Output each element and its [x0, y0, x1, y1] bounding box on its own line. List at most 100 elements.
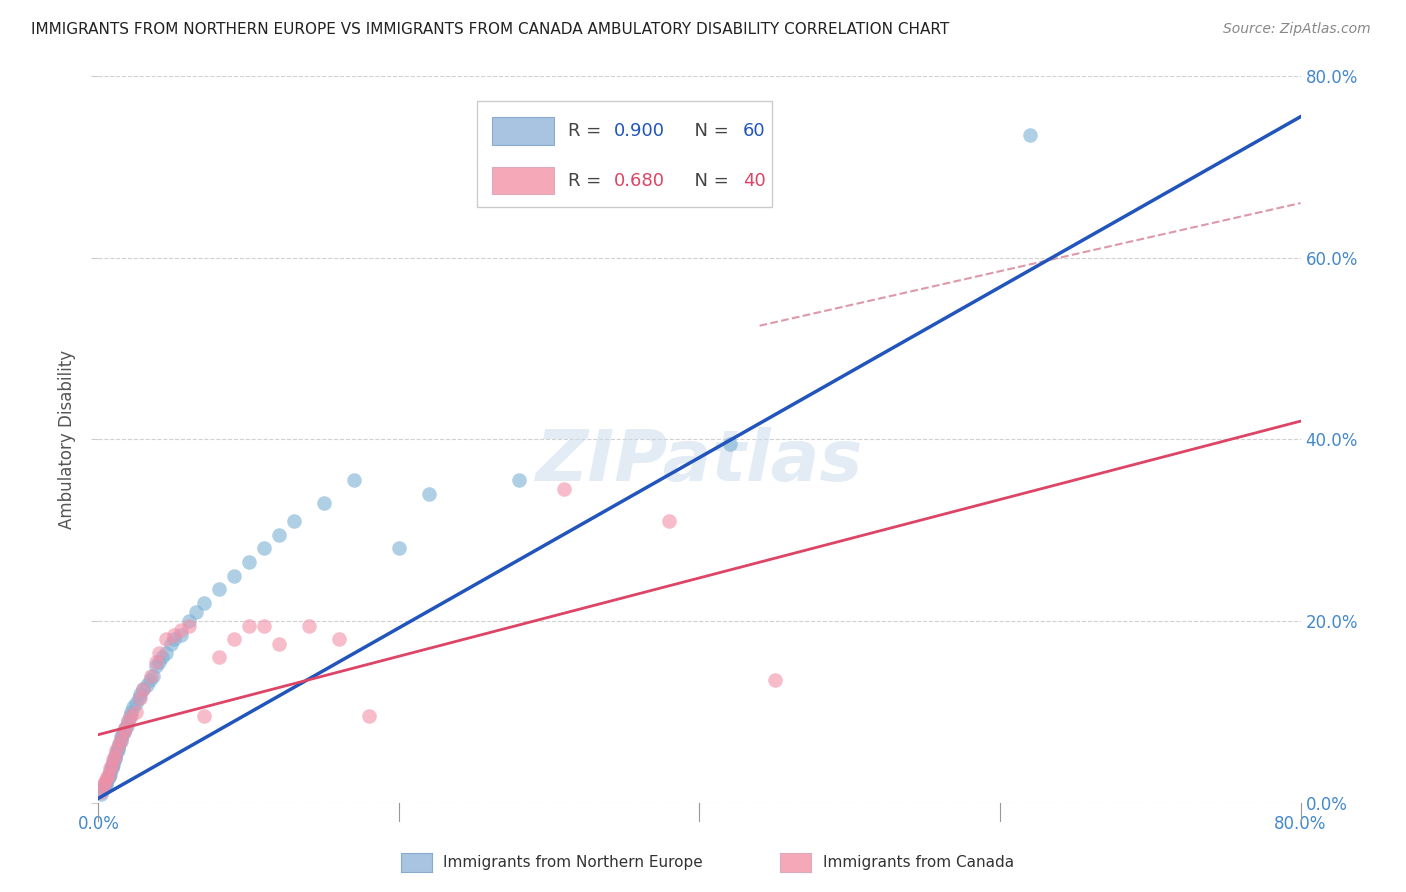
Point — [91, 780, 114, 794]
Point — [122, 700, 145, 714]
Point — [103, 752, 125, 766]
Point — [110, 734, 132, 748]
Point — [104, 748, 127, 763]
Point — [110, 732, 132, 747]
Point — [129, 691, 152, 706]
Point — [193, 709, 215, 723]
Point — [1019, 128, 1042, 142]
Text: 60: 60 — [742, 122, 765, 140]
Point — [125, 705, 148, 719]
Point — [298, 618, 321, 632]
Text: R =: R = — [568, 122, 607, 140]
Point — [105, 743, 128, 757]
Point — [115, 718, 138, 732]
Point — [93, 780, 115, 794]
Text: 0.680: 0.680 — [614, 171, 665, 189]
Point — [108, 737, 131, 751]
Point — [132, 682, 155, 697]
Point — [117, 714, 139, 728]
Point — [103, 757, 125, 772]
Point — [94, 776, 117, 790]
Point — [159, 637, 181, 651]
Point — [238, 618, 260, 632]
Point — [328, 632, 350, 647]
Point — [101, 761, 124, 775]
Point — [101, 757, 124, 772]
Point — [170, 623, 193, 637]
Point — [267, 527, 290, 541]
Point — [343, 473, 366, 487]
Point — [222, 568, 245, 582]
Point — [494, 169, 516, 183]
FancyBboxPatch shape — [492, 117, 554, 145]
Point — [357, 709, 380, 723]
Point — [117, 714, 139, 728]
Point — [253, 618, 276, 632]
Point — [162, 632, 184, 647]
Point — [150, 650, 173, 665]
Point — [177, 618, 200, 632]
Text: IMMIGRANTS FROM NORTHERN EUROPE VS IMMIGRANTS FROM CANADA AMBULATORY DISABILITY : IMMIGRANTS FROM NORTHERN EUROPE VS IMMIG… — [31, 22, 949, 37]
Text: R =: R = — [568, 171, 607, 189]
Point — [283, 514, 305, 528]
Point — [208, 582, 231, 597]
Point — [148, 646, 170, 660]
Point — [108, 737, 131, 751]
Point — [763, 673, 786, 687]
Point — [135, 678, 157, 692]
Point — [110, 731, 132, 745]
Text: Immigrants from Northern Europe: Immigrants from Northern Europe — [443, 855, 703, 870]
Point — [94, 773, 117, 788]
Point — [170, 628, 193, 642]
Point — [155, 632, 177, 647]
Point — [107, 741, 129, 756]
Point — [132, 682, 155, 697]
Point — [100, 764, 122, 778]
Point — [93, 776, 115, 790]
Point — [145, 659, 167, 673]
Point — [253, 541, 276, 556]
Point — [418, 487, 440, 501]
Point — [91, 782, 114, 797]
Point — [145, 655, 167, 669]
Point — [114, 721, 136, 735]
Point — [508, 473, 530, 487]
Y-axis label: Ambulatory Disability: Ambulatory Disability — [58, 350, 76, 529]
Point — [104, 750, 127, 764]
Point — [139, 668, 162, 682]
Point — [90, 785, 112, 799]
Point — [193, 596, 215, 610]
Point — [267, 637, 290, 651]
Text: 40: 40 — [742, 171, 765, 189]
Point — [312, 496, 335, 510]
Point — [111, 728, 134, 742]
Point — [112, 725, 135, 739]
Point — [238, 555, 260, 569]
Point — [162, 628, 184, 642]
Point — [100, 761, 122, 775]
Point — [103, 755, 125, 769]
Point — [118, 709, 141, 723]
Text: ZIPatlas: ZIPatlas — [536, 426, 863, 496]
Point — [94, 778, 117, 792]
Point — [148, 655, 170, 669]
Point — [104, 752, 127, 766]
Point — [177, 614, 200, 628]
Point — [90, 787, 112, 801]
Point — [96, 770, 118, 784]
Point — [138, 673, 160, 687]
Point — [718, 437, 741, 451]
Text: N =: N = — [683, 171, 734, 189]
Text: 0.900: 0.900 — [614, 122, 665, 140]
Point — [141, 668, 163, 682]
Point — [155, 646, 177, 660]
Point — [553, 483, 575, 497]
Text: N =: N = — [683, 122, 734, 140]
Point — [208, 650, 231, 665]
Point — [121, 705, 143, 719]
Point — [97, 770, 120, 784]
FancyBboxPatch shape — [492, 167, 554, 194]
Point — [112, 725, 135, 739]
Point — [105, 746, 128, 760]
Point — [97, 768, 120, 782]
